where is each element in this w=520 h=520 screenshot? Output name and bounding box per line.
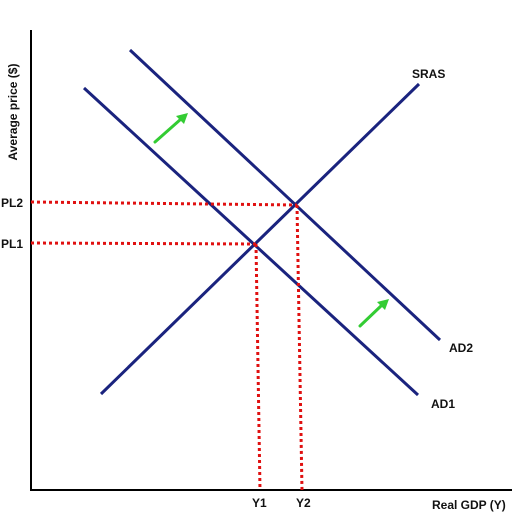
pl2-guide bbox=[30, 200, 298, 207]
ad2-label: AD2 bbox=[449, 341, 473, 355]
y-axis-title: Average price ($) bbox=[6, 64, 20, 161]
x-axis-title: Real GDP (Y) bbox=[432, 498, 506, 512]
guide-lines bbox=[30, 200, 304, 491]
pl1-guide bbox=[30, 241, 257, 246]
y2-guide bbox=[295, 204, 304, 491]
sras-label: SRAS bbox=[412, 67, 445, 81]
y1-guide bbox=[254, 243, 262, 491]
pl1-label: PL1 bbox=[1, 237, 23, 251]
ad2-curve bbox=[128, 48, 442, 342]
y2-label: Y2 bbox=[296, 496, 311, 510]
arrow-up-right-icon bbox=[358, 299, 389, 328]
shift-arrows bbox=[153, 113, 389, 328]
arrow-up-right-icon bbox=[153, 113, 188, 144]
pl2-label: PL2 bbox=[1, 196, 23, 210]
sras-curve bbox=[99, 82, 421, 396]
axes bbox=[30, 30, 512, 491]
y1-label: Y1 bbox=[252, 496, 267, 510]
ad1-label: AD1 bbox=[431, 397, 455, 411]
curves bbox=[82, 48, 442, 397]
ad1-curve bbox=[82, 86, 420, 397]
